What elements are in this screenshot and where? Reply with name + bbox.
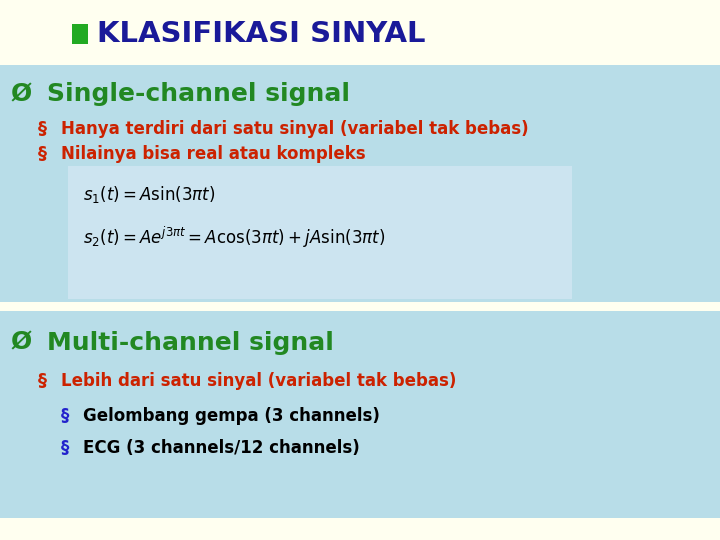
Text: Hanya terdiri dari satu sinyal (variabel tak bebas): Hanya terdiri dari satu sinyal (variabel… — [61, 119, 528, 138]
Text: ECG (3 channels/12 channels): ECG (3 channels/12 channels) — [83, 439, 359, 457]
Bar — [0, 310, 720, 518]
Text: §: § — [37, 372, 46, 390]
Text: §: § — [61, 439, 70, 457]
Text: Gelombang gempa (3 channels): Gelombang gempa (3 channels) — [83, 407, 379, 425]
Text: Multi-channel signal: Multi-channel signal — [47, 331, 333, 355]
Text: $s_2(t) = Ae^{j3\pi t} = A\cos(3\pi t) + jA\sin(3\pi t)$: $s_2(t) = Ae^{j3\pi t} = A\cos(3\pi t) +… — [83, 225, 385, 250]
Text: Lebih dari satu sinyal (variabel tak bebas): Lebih dari satu sinyal (variabel tak beb… — [61, 372, 456, 390]
Text: Nilainya bisa real atau kompleks: Nilainya bisa real atau kompleks — [61, 145, 366, 163]
Text: KLASIFIKASI SINYAL: KLASIFIKASI SINYAL — [97, 20, 426, 48]
Bar — [72, 24, 88, 44]
Text: §: § — [61, 407, 70, 425]
Bar — [68, 166, 572, 299]
Text: $s_1(t) = A\sin(3\pi t)$: $s_1(t) = A\sin(3\pi t)$ — [83, 184, 215, 205]
Text: §: § — [37, 119, 46, 138]
Text: Single-channel signal: Single-channel signal — [47, 83, 350, 106]
Bar — [0, 0, 720, 65]
Bar — [0, 65, 720, 302]
Text: Ø: Ø — [11, 83, 32, 106]
Text: §: § — [37, 145, 46, 163]
Text: Ø: Ø — [11, 331, 32, 355]
